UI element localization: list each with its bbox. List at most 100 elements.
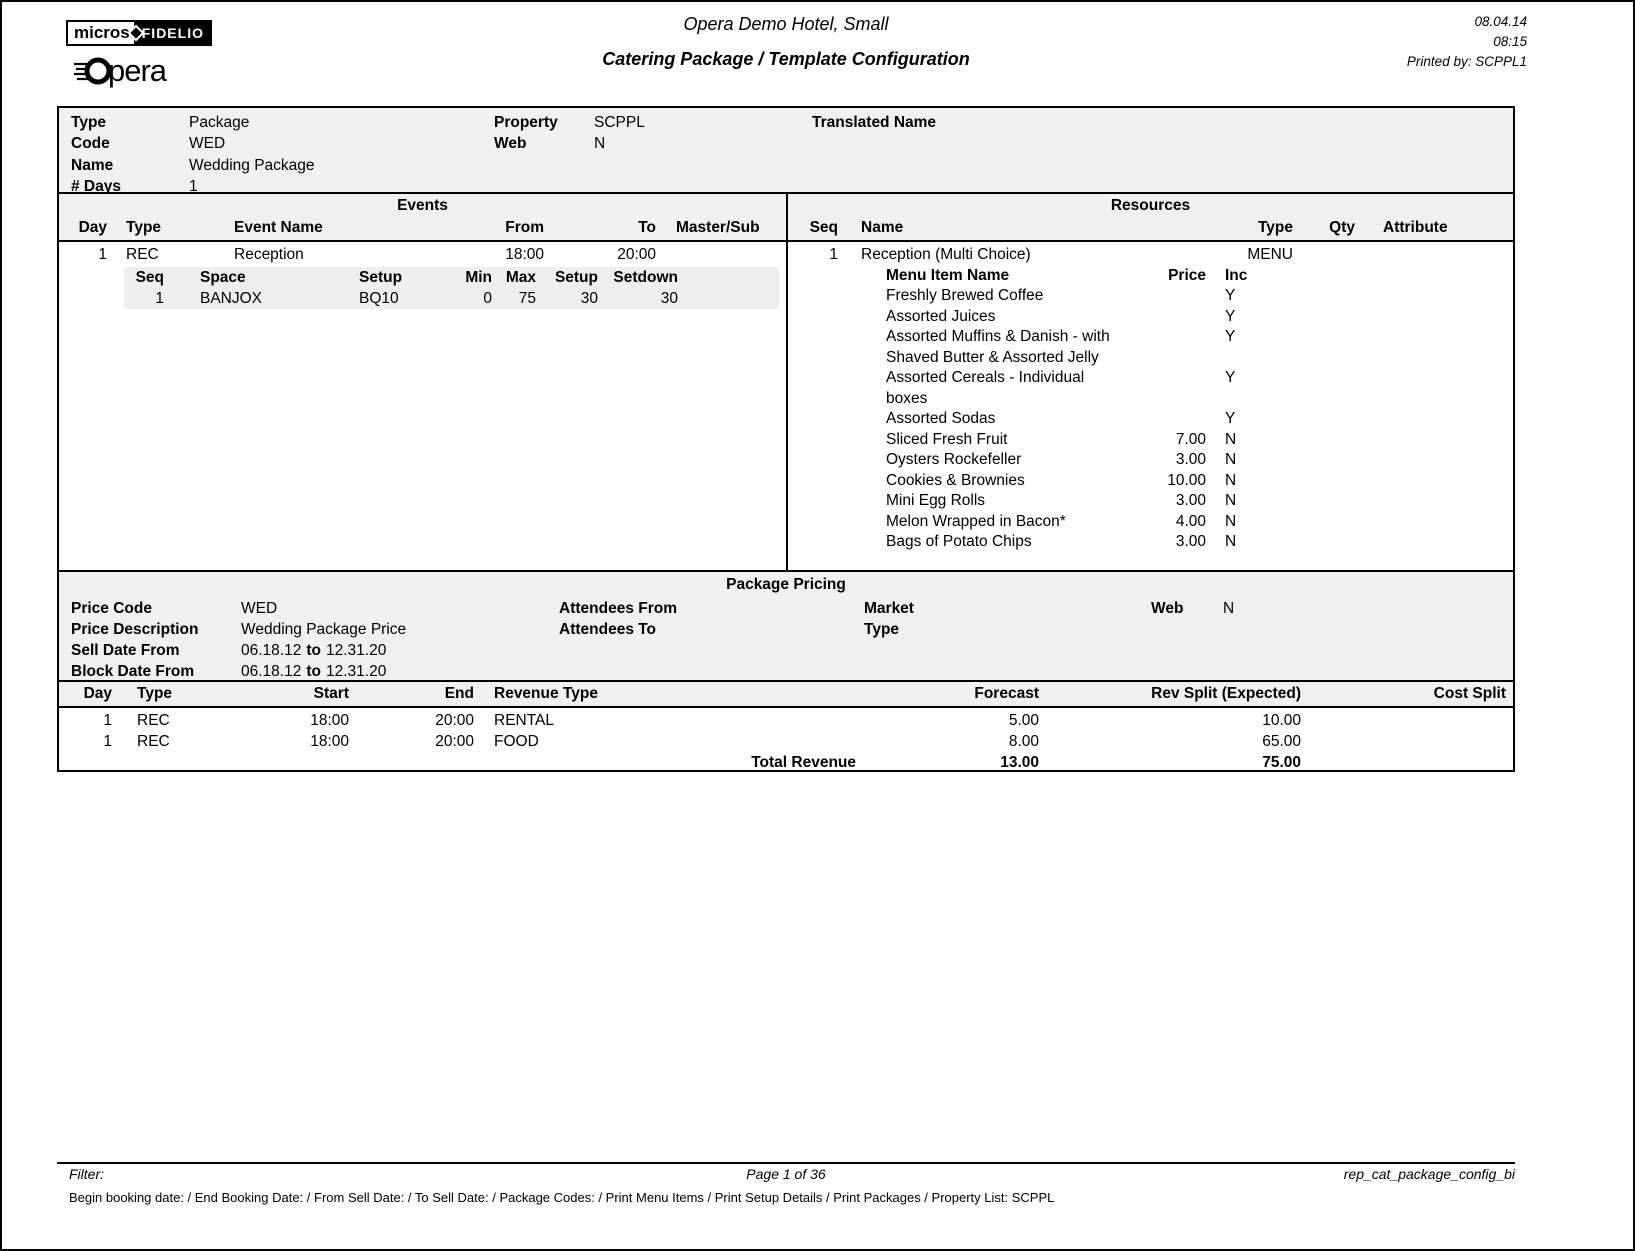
price-description-value: Wedding Package Price xyxy=(241,621,407,638)
space-setup-code: BQ10 xyxy=(359,290,399,307)
package-pricing-title: Package Pricing xyxy=(726,576,846,593)
report-parameters: Begin booking date: / End Booking Date: … xyxy=(69,1190,1055,1205)
col-space: Space xyxy=(200,269,246,286)
col-min: Min xyxy=(465,269,492,286)
translated-name-label: Translated Name xyxy=(812,114,937,131)
menu-item-row: Oysters Rockefeller 3.00 N xyxy=(788,450,1513,471)
menu-item-price: 10.00 xyxy=(1167,471,1206,489)
col-price: Price xyxy=(1168,267,1206,284)
resources-header-row: Seq Name Type Qty Attribute xyxy=(788,217,1513,242)
col-seq: Seq xyxy=(135,269,164,286)
col-event-name: Event Name xyxy=(234,219,323,236)
col-rev-split: Rev Split (Expected) xyxy=(1151,685,1301,702)
hotel-name: Opera Demo Hotel, Small xyxy=(683,14,889,34)
filter-label: Filter: xyxy=(69,1166,104,1182)
menu-item-price xyxy=(1138,286,1206,307)
col-max: Max xyxy=(505,269,536,286)
events-resources-section: Events Day Type Event Name From To Maste… xyxy=(57,192,1515,572)
block-date-from-label: Block Date From xyxy=(71,663,195,680)
menu-item-row: Melon Wrapped in Bacon* 4.00 N xyxy=(788,512,1513,533)
price-description-label: Price Description xyxy=(71,621,199,638)
menu-item-price: 3.00 xyxy=(1175,492,1206,509)
menu-item-name: Oysters Rockefeller xyxy=(886,451,1022,468)
menu-item-name: Assorted Sodas xyxy=(886,410,996,427)
space-seq: 1 xyxy=(155,290,164,307)
menu-item-row: Sliced Fresh Fruit 7.00 N xyxy=(788,430,1513,451)
sell-date-from-label: Sell Date From xyxy=(71,642,180,659)
event-space-table: Seq Space Setup Min Max Setup Setdown 1 … xyxy=(124,267,779,309)
sell-date-from-value: 06.18.12 to 12.31.20 xyxy=(241,640,386,661)
space-setup-time: 30 xyxy=(580,290,598,307)
opera-o-icon xyxy=(74,57,112,85)
footer-divider xyxy=(57,1162,1515,1164)
event-to: 20:00 xyxy=(617,246,656,263)
to-word: to xyxy=(306,663,321,680)
menu-item-inc: Y xyxy=(1225,410,1236,427)
rev-cost-split xyxy=(1301,710,1506,731)
col-to: To xyxy=(638,219,656,236)
menu-item-name: Assorted Cereals - Individual boxes xyxy=(886,369,1085,407)
menu-item-inc: Y xyxy=(1225,369,1236,386)
rev-end: 20:00 xyxy=(435,733,474,750)
revenue-table: Day Type Start End Revenue Type Forecast… xyxy=(57,680,1515,772)
menu-item-name: Assorted Muffins & Danish - with Shaved … xyxy=(886,328,1110,366)
property-label: Property xyxy=(494,114,558,131)
pricing-web-label: Web xyxy=(1151,600,1184,617)
menu-item-price: 3.00 xyxy=(1175,451,1206,468)
event-master-sub xyxy=(656,244,785,265)
code-label: Code xyxy=(71,135,110,152)
events-table: Events Day Type Event Name From To Maste… xyxy=(59,194,786,570)
rev-day: 1 xyxy=(103,733,112,750)
menu-item-name: Melon Wrapped in Bacon* xyxy=(886,512,1066,530)
menu-item-name: Cookies & Brownies xyxy=(886,471,1025,489)
total-forecast: 13.00 xyxy=(1000,754,1039,771)
col-qty: Qty xyxy=(1329,219,1355,236)
col-day: Day xyxy=(78,219,107,236)
package-info-section: Type Package Code WED Name Wedding Packa… xyxy=(57,106,1515,195)
events-section-title: Events xyxy=(59,194,786,217)
space-name: BANJOX xyxy=(200,290,263,307)
col-cost-split: Cost Split xyxy=(1433,685,1506,702)
days-value: 1 xyxy=(189,178,198,195)
type-label: Type xyxy=(71,114,107,131)
col-end: End xyxy=(444,685,474,702)
rev-rev-split: 10.00 xyxy=(1262,712,1301,729)
rev-forecast: 5.00 xyxy=(1008,712,1039,729)
printed-by: Printed by: SCPPL1 xyxy=(1406,54,1527,69)
space-setdown: 30 xyxy=(660,290,678,307)
resource-row: 1 Reception (Multi Choice) MENU xyxy=(788,244,1513,265)
block-date-from-value: 06.18.12 to 12.31.20 xyxy=(241,661,386,682)
resources-table: Resources Seq Name Type Qty Attribute 1 … xyxy=(786,194,1513,570)
type-value: Package xyxy=(189,114,250,131)
space-row: 1 BANJOX BQ10 0 75 30 30 xyxy=(124,288,779,309)
col-name: Name xyxy=(861,219,904,236)
menu-item-row: Cookies & Brownies 10.00 N xyxy=(788,471,1513,492)
pricing-web-value: N xyxy=(1223,600,1235,617)
menu-item-price: 4.00 xyxy=(1175,512,1206,530)
menu-item-inc: N xyxy=(1225,451,1237,468)
menu-item-name: Mini Egg Rolls xyxy=(886,492,986,509)
menu-item-row: Bags of Potato Chips 3.00 N xyxy=(788,532,1513,553)
menu-item-name: Assorted Juices xyxy=(886,307,996,325)
col-start: Start xyxy=(313,685,349,702)
print-date: 08.04.14 xyxy=(1474,14,1527,29)
resource-name: Reception (Multi Choice) xyxy=(861,246,1031,263)
menu-item-row: Freshly Brewed Coffee Y xyxy=(788,286,1513,307)
opera-logo-text: pera xyxy=(108,53,167,88)
col-setdown: Setdown xyxy=(613,269,678,286)
report-title: Catering Package / Template Configuratio… xyxy=(602,49,970,69)
menu-item-row: Assorted Sodas Y xyxy=(788,409,1513,430)
revenue-total-row: Total Revenue 13.00 75.00 xyxy=(59,752,1513,773)
rev-type: REC xyxy=(137,733,170,750)
event-type: REC xyxy=(126,246,159,263)
attendees-from-label: Attendees From xyxy=(559,600,677,617)
menu-item-inc: Y xyxy=(1225,328,1236,345)
block-date-end: 12.31.20 xyxy=(325,663,387,680)
menu-item-row: Assorted Muffins & Danish - with Shaved … xyxy=(788,327,1513,368)
revenue-row: 1 REC 18:00 20:00 RENTAL 5.00 10.00 xyxy=(59,710,1513,731)
web-label: Web xyxy=(494,135,527,152)
name-label: Name xyxy=(71,157,114,174)
resource-type: MENU xyxy=(1247,246,1293,263)
menu-item-inc: N xyxy=(1225,430,1237,448)
